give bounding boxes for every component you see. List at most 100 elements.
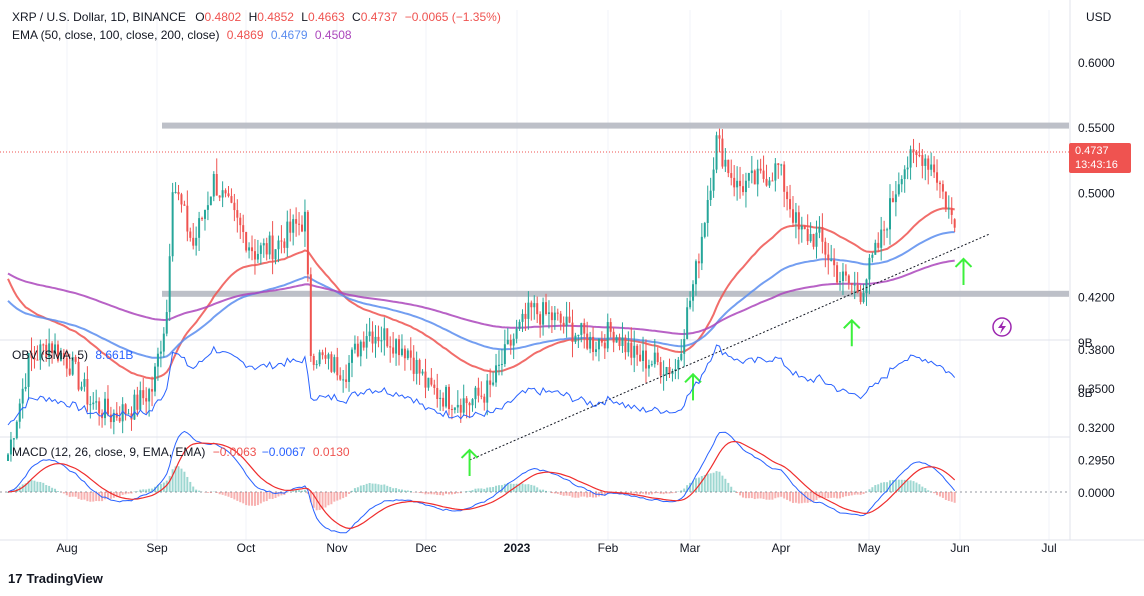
macd-hist-bar [497, 485, 500, 492]
candle-body [947, 208, 950, 210]
macd-hist-bar [301, 490, 303, 492]
macd-hist-bar [762, 492, 765, 499]
macd-hist-bar [694, 478, 697, 492]
current-price-value: 0.4737 [1075, 145, 1109, 157]
macd-hist-bar [424, 492, 427, 495]
candle-body [724, 159, 727, 167]
candle-body [542, 302, 545, 325]
obv-path [7, 344, 956, 426]
macd-hist-bar [383, 484, 386, 492]
candle-body [580, 323, 583, 335]
macd-hist-bar [800, 492, 803, 504]
candle-body [621, 337, 624, 347]
macd-hist-bar [186, 476, 189, 492]
candle-body [206, 205, 209, 210]
macd-hist-bar [509, 483, 512, 492]
tradingview-logo[interactable]: 17 TradingView [8, 571, 103, 586]
candle-body [209, 196, 212, 206]
macd-label[interactable]: MACD (12, 26, close, 9, EMA, EMA) [12, 445, 206, 459]
candle-body [483, 396, 486, 403]
macd-hist-bar [841, 492, 844, 498]
candle-body [495, 365, 498, 383]
macd-hist-bar [439, 492, 442, 496]
trendline-segment [469, 233, 991, 461]
macd-legend: MACD (12, 26, close, 9, EMA, EMA) −0.006… [12, 445, 350, 459]
candle-body [518, 321, 521, 329]
macd-hist-bar [151, 488, 154, 492]
candle-body [783, 164, 786, 192]
macd-hist-bar [365, 483, 368, 492]
time-tick-label: Aug [56, 541, 77, 555]
macd-hist-bar [883, 482, 886, 492]
macd-signal-value: 0.0130 [312, 445, 350, 459]
macd-hist-bar [924, 488, 927, 492]
candle-body [362, 341, 365, 348]
macd-hist-bar [644, 492, 647, 495]
candle-body [577, 334, 580, 336]
candle-body [786, 191, 789, 200]
candle-body [56, 344, 59, 361]
candle-body [597, 338, 600, 350]
candle-body [265, 243, 268, 255]
candle-body [371, 331, 374, 344]
candle-body [824, 241, 827, 255]
lightning-icon[interactable] [992, 317, 1012, 337]
macd-hist-bar [339, 492, 342, 500]
candle-body [903, 169, 906, 180]
macd-hist-bar [715, 471, 718, 492]
macd-hist-bar [918, 484, 921, 492]
candle-body [303, 211, 306, 232]
macd-hist-bar [221, 492, 224, 495]
candle-body [680, 353, 683, 360]
current-price-tag: 0.4737 13:43:16 [1069, 143, 1131, 173]
candle-body [533, 303, 536, 308]
ascending-trendline[interactable] [469, 233, 991, 461]
candle-body [168, 256, 171, 313]
macd-hist-bar [33, 480, 36, 492]
candle-body [356, 343, 359, 357]
ema-label[interactable]: EMA (50, close, 100, close, 200, close) [12, 28, 220, 42]
candle-body [262, 243, 265, 246]
macd-hist-bar [545, 490, 548, 492]
macd-hist-bar [894, 479, 897, 492]
candle-body [130, 413, 133, 420]
candle-body [850, 283, 853, 285]
countdown-value: 13:43:16 [1075, 159, 1118, 171]
candle-body [83, 378, 86, 387]
candle-body [747, 173, 750, 181]
candle-body [477, 387, 480, 396]
macd-hist-bar [336, 492, 339, 501]
candle-body [392, 347, 395, 354]
macd-hist-bar [592, 492, 595, 498]
macd-hist-bar [533, 485, 536, 492]
candle-body [583, 323, 586, 334]
obv-tick-9b: 9B [1078, 336, 1093, 350]
macd-hist-bar [174, 466, 177, 492]
macd-hist-bar [227, 492, 230, 497]
macd-hist-bar [600, 492, 603, 496]
candle-body [418, 359, 421, 374]
macd-hist-bar [718, 471, 721, 492]
symbol-label[interactable]: XRP / U.S. Dollar, 1D, BINANCE [12, 10, 186, 24]
macd-hist-bar [218, 492, 221, 495]
macd-hist-bar [89, 492, 92, 502]
candle-body [306, 211, 309, 275]
candle-body [768, 180, 771, 186]
low-value: 0.4663 [307, 10, 345, 24]
candle-body [615, 336, 618, 343]
candle-body [65, 357, 68, 369]
candle-body [692, 284, 695, 301]
candle-body [912, 149, 915, 152]
macd-hist-bar [398, 489, 401, 492]
macd-hist-bar [83, 492, 86, 500]
macd-hist-bar [265, 492, 268, 502]
obv-label[interactable]: OBV (SMA, 5) [12, 348, 89, 362]
candle-body [800, 225, 803, 230]
candle-body [342, 379, 345, 381]
macd-hist-bar [739, 492, 742, 496]
macd-hist-bar [159, 484, 162, 492]
macd-hist-bar [380, 484, 383, 492]
candle-body [639, 354, 642, 361]
candle-body [927, 158, 930, 170]
macd-hist-bar [183, 471, 186, 492]
